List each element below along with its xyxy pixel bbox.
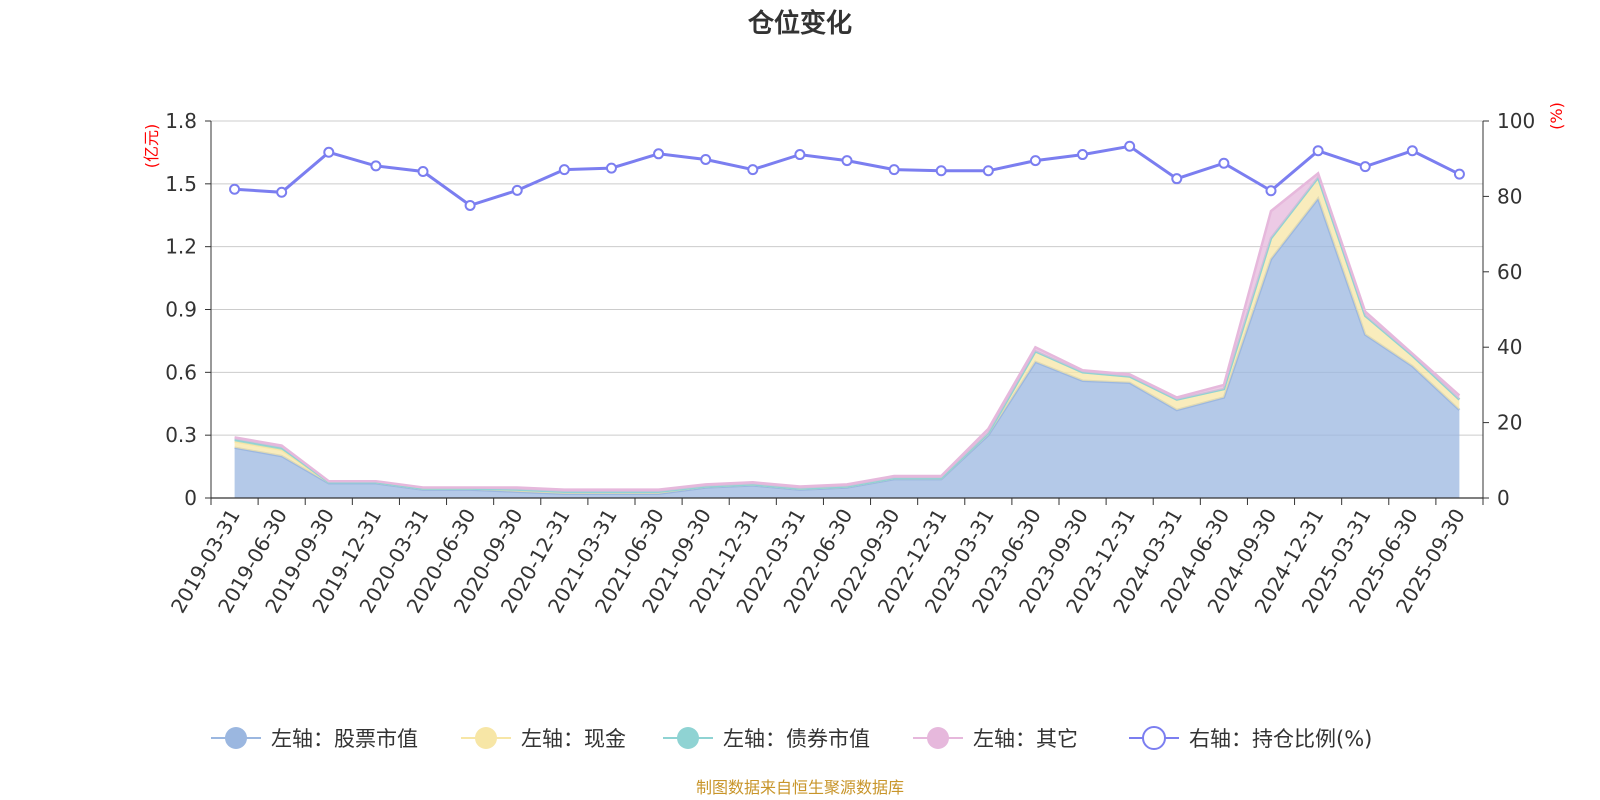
left-axis-tick-label: 1.5 <box>165 172 197 196</box>
ratio-point <box>1406 145 1418 157</box>
ratio-point <box>935 165 947 177</box>
right-axis-tick-label: 40 <box>1497 335 1522 359</box>
ratio-point <box>700 153 712 165</box>
legend-label: 左轴：其它 <box>973 727 1078 751</box>
legend-marker <box>1142 726 1166 750</box>
ratio-point <box>1077 149 1089 161</box>
legend-label: 左轴：股票市值 <box>271 727 418 751</box>
right-axis-tick-label: 0 <box>1497 486 1510 510</box>
ratio-point <box>1359 161 1371 173</box>
right-axis-unit: (%) <box>1547 102 1566 130</box>
ratio-point <box>1453 168 1465 180</box>
ratio-point <box>841 155 853 167</box>
legend-label: 左轴：现金 <box>521 727 626 751</box>
area-series-左轴：股票市值 <box>234 198 1460 498</box>
ratio-point <box>417 166 429 178</box>
ratio-point <box>747 164 759 176</box>
ratio-point <box>1124 140 1136 152</box>
ratio-point <box>982 165 994 177</box>
left-axis-tick-label: 1.8 <box>165 109 197 133</box>
ratio-point <box>464 199 476 211</box>
left-axis-tick-label: 0 <box>184 486 197 510</box>
ratio-point <box>511 184 523 196</box>
chart-title: 仓位变化 <box>747 8 852 39</box>
ratio-point <box>558 164 570 176</box>
legend-marker <box>225 727 247 749</box>
legend-marker <box>927 727 949 749</box>
ratio-point <box>1171 173 1183 185</box>
right-axis-tick-label: 60 <box>1497 260 1522 284</box>
legend: 左轴：股票市值 左轴：现金 左轴：债券市值 左轴：其它 右轴：持仓比例(%) <box>211 726 1372 751</box>
ratio-point <box>370 160 382 172</box>
right-axis-tick-label: 80 <box>1497 184 1522 208</box>
source-note: 制图数据来自恒生聚源数据库 <box>696 778 904 797</box>
ratio-point <box>1312 145 1324 157</box>
left-axis-tick-label: 0.6 <box>165 360 197 384</box>
ratio-point <box>888 164 900 176</box>
stacked-areas <box>234 171 1461 498</box>
left-axis-unit: (亿元) <box>142 124 161 169</box>
legend-marker <box>475 727 497 749</box>
right-axis-tick-label: 100 <box>1497 109 1535 133</box>
legend-label: 左轴：债券市值 <box>723 727 870 751</box>
ratio-point <box>276 186 288 198</box>
ratio-point <box>1029 155 1041 167</box>
left-axis-tick-label: 0.3 <box>165 423 197 447</box>
ratio-point <box>1265 185 1277 197</box>
legend-label: 右轴：持仓比例(%) <box>1189 727 1372 751</box>
ratio-point <box>794 149 806 161</box>
ratio-point <box>653 148 665 160</box>
ratio-point <box>323 146 335 158</box>
area-edge-左轴：其它 <box>234 171 1461 491</box>
ratio-point <box>1218 157 1230 169</box>
left-axis-tick-label: 1.2 <box>165 235 197 259</box>
ratio-point <box>229 183 241 195</box>
ratio-line-layer <box>229 140 1465 211</box>
right-axis-tick-label: 20 <box>1497 411 1522 435</box>
left-axis-tick-label: 0.9 <box>165 298 197 322</box>
ratio-point <box>605 162 617 174</box>
legend-marker <box>677 727 699 749</box>
